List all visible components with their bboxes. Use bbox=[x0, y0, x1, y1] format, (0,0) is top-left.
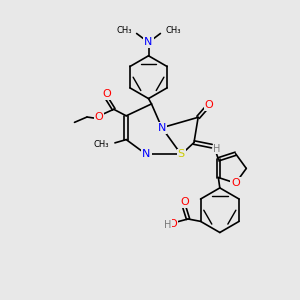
Text: O: O bbox=[102, 89, 111, 99]
Text: N: N bbox=[158, 123, 166, 133]
Text: H: H bbox=[164, 220, 171, 230]
Text: H: H bbox=[214, 143, 221, 154]
Text: O: O bbox=[168, 219, 177, 229]
Text: O: O bbox=[205, 100, 213, 110]
Text: N: N bbox=[144, 38, 153, 47]
Text: O: O bbox=[94, 112, 103, 122]
Text: O: O bbox=[180, 197, 189, 207]
Text: S: S bbox=[178, 149, 185, 160]
Text: O: O bbox=[231, 178, 240, 188]
Text: CH₃: CH₃ bbox=[116, 26, 132, 35]
Text: CH₃: CH₃ bbox=[166, 26, 181, 35]
Text: CH₃: CH₃ bbox=[94, 140, 109, 148]
Text: N: N bbox=[142, 149, 151, 160]
